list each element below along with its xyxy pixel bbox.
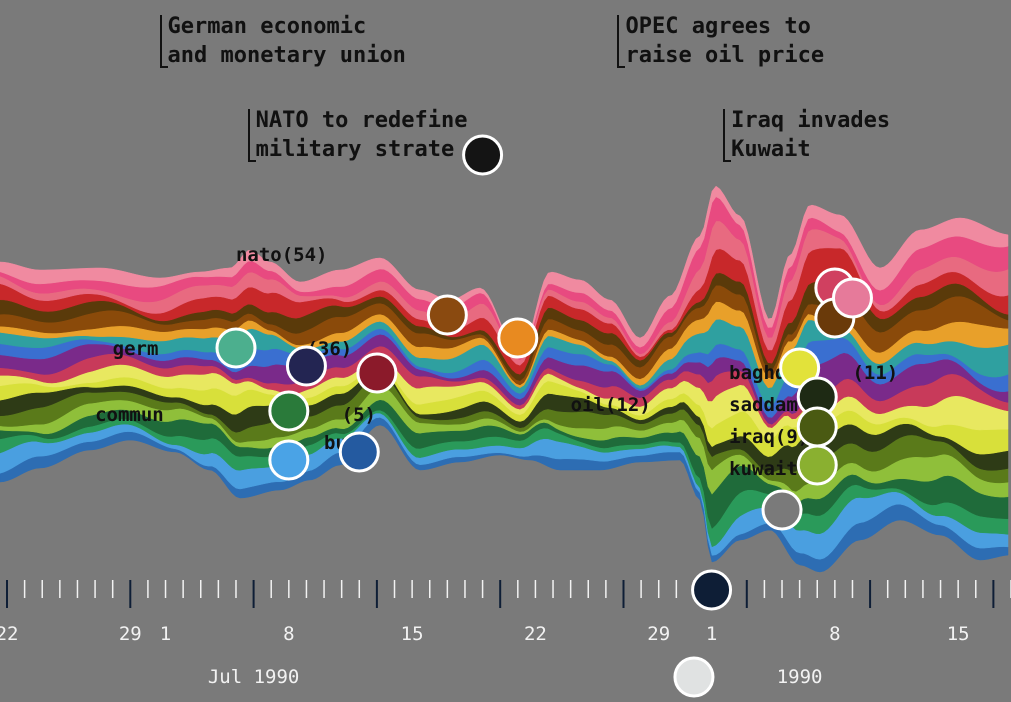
stream-label: (5): [342, 404, 376, 426]
topic-marker-circle: [831, 277, 873, 319]
axis-tick-label: 1: [160, 623, 171, 645]
annotation-bracket: [247, 109, 250, 162]
annotation-text: raise oil price: [625, 43, 825, 68]
axis-tick-label: 22: [0, 623, 18, 645]
annotation-text: and monetary union: [167, 43, 406, 68]
annotation-bracket-foot: [159, 66, 168, 68]
annotation-text: Kuwait: [731, 137, 811, 162]
event-annotation: Iraq invades Kuwait: [723, 106, 890, 164]
topic-marker-circle: [338, 431, 380, 473]
topic-marker-circle: [673, 656, 715, 698]
axis-tick-label: 15: [401, 623, 424, 645]
topic-marker-circle: [356, 352, 398, 394]
axis-month-label: 1990: [777, 666, 823, 688]
axis-month-label: Jul 1990: [208, 666, 300, 688]
topic-marker-circle: [215, 327, 257, 369]
stream-label: baghd: [729, 362, 786, 384]
topic-marker-circle: [285, 345, 327, 387]
axis-tick-label: 22: [524, 623, 547, 645]
axis-tick-label: 29: [119, 623, 142, 645]
annotation-bracket-foot: [723, 160, 732, 162]
stream-layer: [0, 185, 1009, 359]
axis-tick-label: 8: [283, 623, 294, 645]
stream-label: commun: [95, 404, 164, 426]
topic-marker-circle: [268, 390, 310, 432]
annotation-bracket: [723, 109, 726, 162]
annotation-text: OPEC agrees to: [625, 14, 811, 39]
stream-label: iraq(9): [729, 426, 809, 448]
topic-markers: [215, 134, 873, 698]
stream-labels: nato(54)germ(36)commun(5)bushoil(12)bagh…: [95, 244, 898, 480]
axis-tick-label: 1: [706, 623, 717, 645]
topic-marker-circle: [497, 317, 539, 359]
event-annotation: OPEC agrees to raise oil price: [617, 12, 824, 70]
topic-marker-circle: [268, 439, 310, 481]
time-axis: 22 29 1 8 15 22 29 1 8 15 Jul 1990 1990: [0, 580, 1011, 688]
axis-tick-label: 29: [647, 623, 670, 645]
topic-marker-circle: [796, 406, 838, 448]
annotation-text: military strate: [255, 137, 455, 162]
stream-label: (11): [852, 362, 898, 384]
annotation-bracket: [617, 15, 620, 68]
event-annotation: German economic and monetary union: [159, 12, 406, 70]
annotation-bracket-foot: [247, 160, 256, 162]
topic-marker-circle: [691, 569, 733, 611]
axis-tick-label: 8: [829, 623, 840, 645]
topic-marker-circle: [796, 444, 838, 486]
annotation-text: German economic: [167, 14, 367, 39]
axis-tick-label: 15: [947, 623, 970, 645]
topic-marker-circle: [761, 489, 803, 531]
annotation-bracket: [159, 15, 162, 68]
annotation-bracket-foot: [617, 66, 626, 68]
stream-label: nato(54): [236, 244, 328, 266]
annotation-text: Iraq invades: [731, 108, 891, 133]
stream-label: oil(12): [571, 394, 651, 416]
topic-marker-circle: [462, 134, 504, 176]
event-annotation: NATO to redefine military strate: [247, 106, 468, 164]
annotation-text: NATO to redefine: [255, 108, 468, 133]
topic-marker-circle: [426, 294, 468, 336]
stream-label: germ: [113, 338, 159, 360]
